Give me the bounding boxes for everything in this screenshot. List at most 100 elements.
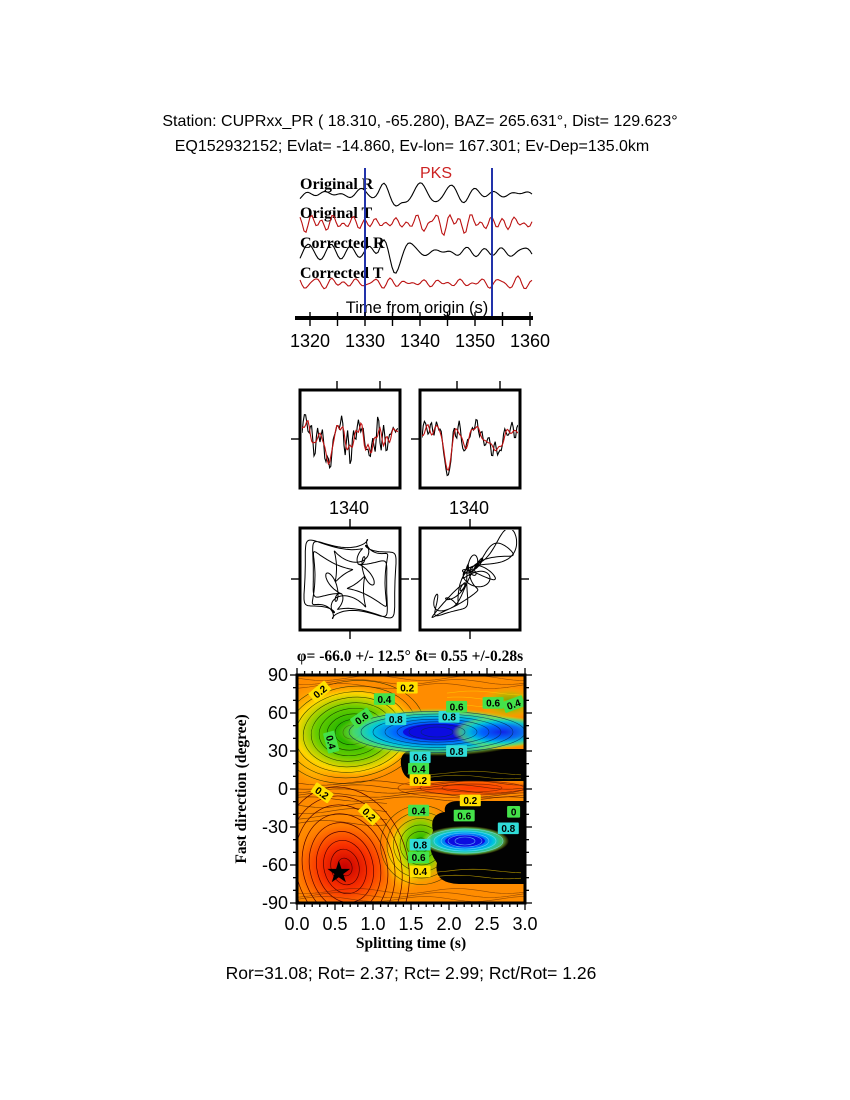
svg-text:0.4: 0.4 [323,734,337,751]
contour-label: 0 [507,806,521,819]
fast-direction-tick-label: 30 [268,741,288,761]
contour-label: 0.4 [373,693,395,706]
trace-label-corrected-t: Corrected T [300,265,384,282]
time-axis-label: Time from origin (s) [346,299,488,317]
contour-line [297,796,525,802]
contour-ring [348,711,525,753]
fast-direction-tick-label: 90 [268,665,288,685]
particle-motion-trace [303,538,397,620]
contour-ring [396,721,478,743]
contour-title: φ= -66.0 +/- 12.5° δt= 0.55 +/-0.28s [297,648,523,665]
splitting-time-tick-label: 1.0 [360,914,385,934]
contour-label: 0.2 [409,774,431,787]
contour-label: 0.6 [408,851,430,864]
seismogram-trace [299,182,533,207]
contour-ring [447,834,483,848]
time-tick-label: 1350 [455,331,495,351]
svg-text:0.4: 0.4 [377,695,391,706]
contour-label: 0.8 [385,713,407,726]
contour-line [297,792,525,798]
contour-ring [420,726,454,738]
trace-label-corrected-r: Corrected R [300,235,385,252]
contour-label: 0.6 [446,700,468,714]
contour-ring [454,836,476,846]
contour-label: 0.4 [408,804,430,817]
svg-text:0.8: 0.8 [442,713,456,724]
splitting-error-surface: 0.20.60.40.20.40.8 0.80.6 0.6 0.40.80.60.40… [290,668,532,910]
best-split-star [327,860,351,883]
axis-tick-labels: 1320 1330 1340 1350 1360 0.0 0.5 1.0 1.5 2.0 2.5 3.… [262,331,550,934]
svg-text:0.8: 0.8 [413,841,427,852]
contour-label: 0.8 [497,822,519,835]
contour-ring [372,716,502,748]
trace-label-original-r: Original R [300,176,374,193]
svg-text:0.4: 0.4 [412,806,426,817]
svg-text:0.4: 0.4 [506,698,523,713]
contour-line [436,874,522,880]
contour-label: 0.6 [453,809,475,822]
splitting-time-tick-label: 0.0 [284,914,309,934]
fast-direction-tick-label: -30 [262,817,288,837]
contour-line [297,820,388,826]
svg-text:0.2: 0.2 [400,684,414,695]
svg-text:0.4: 0.4 [413,867,427,878]
particle-motion-panels [291,519,529,639]
contour-label: 0.4 [502,695,525,713]
contour-ring [308,822,382,903]
svg-text:0.4: 0.4 [412,765,426,776]
contour-line [297,788,525,794]
fast-direction-tick-label: 0 [278,779,288,799]
svg-text:0.8: 0.8 [450,747,464,758]
fast-direction-tick-label: 60 [268,703,288,723]
event-title: EQ152932152; Evlat= -14.860, Ev-lon= 167… [175,138,650,155]
windowed-trace-black [422,418,518,477]
minimum-region [297,812,407,903]
window-panel-left-tick-label: 1340 [329,498,369,518]
splitting-time-tick-label: 2.0 [436,914,461,934]
time-tick-label: 1330 [345,331,385,351]
windowed-trace-red [422,424,518,471]
contour-label: 0.6 [482,697,504,710]
contour-ring [360,713,514,751]
contour-line [446,690,525,696]
splitting-time-tick-label: 0.5 [322,914,347,934]
time-tick-label: 1320 [290,331,330,351]
svg-text:0.6: 0.6 [413,753,427,764]
contour-xlabel: Splitting time (s) [356,935,466,952]
deep-contour-region [400,749,525,781]
svg-text:0.2: 0.2 [413,776,427,787]
contour-ring [408,724,466,740]
svg-text:0.8: 0.8 [501,824,515,835]
contour-label: 0.4 [323,730,340,754]
seismogram-trace [299,275,533,290]
windowed-trace-red [302,419,398,466]
contour-line [297,888,525,894]
contour-label: 0.4 [408,762,430,776]
particle-motion-trace [431,530,518,618]
splitting-time-tick-label: 1.5 [398,914,423,934]
splitting-time-tick-label: 3.0 [512,914,537,934]
contour-ylabel: Fast direction (degree) [233,714,250,863]
contour-label: 0.6 [409,751,431,764]
fast-direction-tick-label: -90 [262,893,288,913]
window-panel-right-tick-label: 1340 [449,498,489,518]
top-waveform-panel [295,168,533,326]
seismogram-trace [299,238,533,274]
contour-ring [384,718,490,746]
phase-pks-label: PKS [420,165,452,182]
svg-text:0.2: 0.2 [463,796,477,807]
contour-ring [433,830,497,852]
trace-label-original-t: Original T [300,205,372,222]
contour-line [297,802,388,808]
stats-line: Ror=31.08; Rot= 2.37; Rct= 2.99; Rct/Rot… [226,963,597,983]
contour-label: 0.8 [438,711,460,724]
time-tick-label: 1360 [510,331,550,351]
svg-text:0.6: 0.6 [457,811,471,822]
contour-label: 0.4 [409,865,431,878]
contour-label: 0.2 [459,794,481,807]
contour-line [297,892,525,898]
contour-label: 0.8 [446,745,468,758]
time-tick-label: 1340 [400,331,440,351]
